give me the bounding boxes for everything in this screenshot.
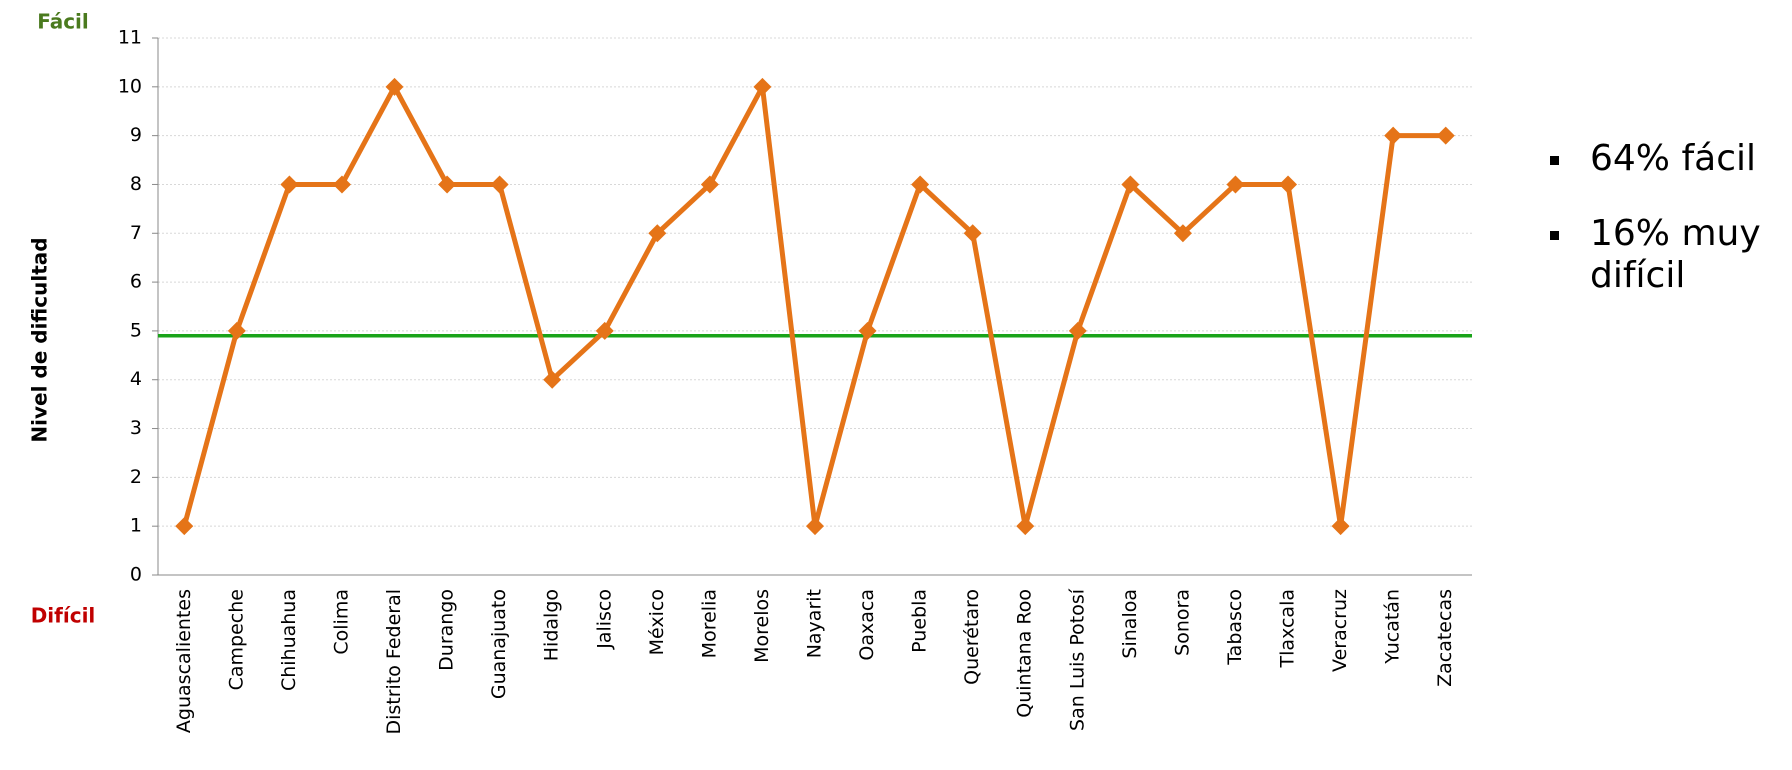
y-tick-label: 8 <box>130 173 142 195</box>
x-tick-label: Colima <box>330 589 352 655</box>
x-tick-label: Chihuahua <box>278 589 300 691</box>
data-point <box>1016 517 1034 535</box>
x-tick-label: Durango <box>436 589 458 671</box>
x-tick-label: Quintana Roo <box>1014 589 1036 718</box>
data-point <box>438 175 456 193</box>
x-tick-label: Nayarit <box>804 589 826 658</box>
x-tick-label: Morelia <box>698 589 720 658</box>
x-tick-label: Hidalgo <box>541 589 563 661</box>
x-tick-label: Querétaro <box>961 589 983 685</box>
bullet-item: 64% fácil <box>1550 138 1790 179</box>
y-tick-label: 5 <box>130 319 142 341</box>
top-annotation: Fácil <box>37 10 89 34</box>
y-axis-label: Nivel de dificultad <box>28 237 52 442</box>
x-tick-label: Puebla <box>909 589 931 653</box>
x-tick-label: Tabasco <box>1224 589 1246 666</box>
x-tick-label: Yucatán <box>1382 589 1404 665</box>
data-point <box>806 517 824 535</box>
chart: Fácil Difícil Nivel de dificultad 0 1 2 3 4 5… <box>0 0 1792 770</box>
page: Fácil Difícil Nivel de dificultad 0 1 2 3 4 5… <box>0 0 1792 770</box>
y-tick-label: 3 <box>130 417 142 439</box>
x-tick-label: Aguascalientes <box>173 589 195 733</box>
x-tick-label: Morelos <box>751 589 773 663</box>
y-tick-label: 1 <box>130 515 142 537</box>
x-tick-label: Zacatecas <box>1434 589 1456 687</box>
data-point <box>1437 127 1455 145</box>
y-tick-label: 7 <box>130 222 142 244</box>
data-point <box>280 175 298 193</box>
x-tick-label: Campeche <box>225 589 247 690</box>
data-point <box>386 78 404 96</box>
x-tick-label: México <box>646 589 668 655</box>
x-tick-label: Tlaxcala <box>1277 589 1299 668</box>
data-point <box>1279 175 1297 193</box>
y-tick-label: 4 <box>130 368 142 390</box>
x-tick-label: Guanajuato <box>488 589 510 699</box>
data-point <box>1384 127 1402 145</box>
y-tick-label: 9 <box>130 124 142 146</box>
data-line <box>184 87 1445 526</box>
data-point <box>1332 517 1350 535</box>
x-tick-label: San Luis Potosí <box>1066 588 1088 731</box>
data-point <box>333 175 351 193</box>
data-point <box>753 78 771 96</box>
x-tick-label: Distrito Federal <box>383 589 405 735</box>
data-point <box>175 517 193 535</box>
x-tick-label: Sinaloa <box>1119 589 1141 659</box>
bullet-list: 64% fácil 16% muy difícil <box>1550 138 1790 330</box>
x-tick-label: Jalisco <box>593 589 615 650</box>
data-point <box>491 175 509 193</box>
x-tick-label: Sonora <box>1171 589 1193 656</box>
y-tick-label: 6 <box>130 271 142 293</box>
x-tick-label: Oaxaca <box>856 589 878 661</box>
y-tick-label: 0 <box>130 564 142 586</box>
y-tick-label: 10 <box>118 75 142 97</box>
y-tick-label: 11 <box>118 27 142 49</box>
bottom-annotation: Difícil <box>31 604 96 628</box>
y-tick-label: 2 <box>130 466 142 488</box>
x-tick-label: Veracruz <box>1329 589 1351 672</box>
bullet-item: 16% muy difícil <box>1550 213 1790 296</box>
